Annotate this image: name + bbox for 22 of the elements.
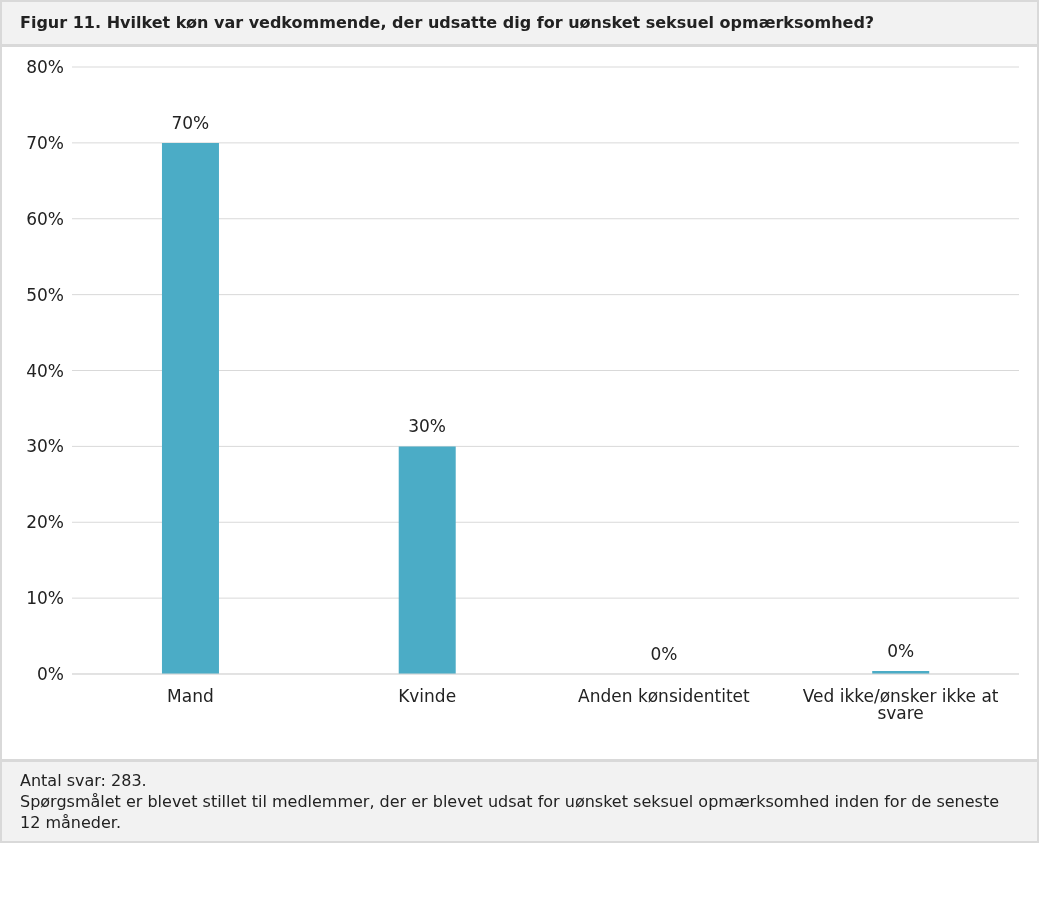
bar <box>398 446 456 674</box>
y-tick-label: 60% <box>26 208 64 229</box>
y-tick-label: 40% <box>26 360 64 381</box>
data-label: 0% <box>650 644 678 664</box>
y-tick-label: 20% <box>26 512 64 533</box>
data-label: 30% <box>408 416 447 437</box>
y-tick-label: 50% <box>26 284 64 305</box>
text: Antal svar: 283. <box>20 770 148 791</box>
y-tick-label: 30% <box>26 436 64 457</box>
bar <box>161 142 219 674</box>
y-tick-label: 70% <box>26 132 64 153</box>
text: Spørgsmålet er blevet stillet til medlemmer, der er blevet udsat for uønsket seksuel opmærksomhed inden for de seneste 12 måneder. <box>20 791 1000 833</box>
chart-title: Figur 11. Hvilket køn var vedkommende, der udsatte dig for uønsket seksuel opmærksomhed? <box>20 13 875 32</box>
data-label: 70% <box>171 112 210 133</box>
x-tick-label: Ved ikke/ønsker ikke at svare <box>802 686 999 724</box>
x-tick-label: Mand <box>167 686 214 707</box>
y-tick-label: 0% <box>37 664 64 685</box>
data-label: 0% <box>887 640 915 661</box>
x-tick-label: Kvinde <box>398 686 457 707</box>
x-tick-label: Anden kønsidentitet <box>578 686 751 707</box>
y-tick-label: 80% <box>26 57 64 78</box>
y-tick-label: 10% <box>26 588 64 609</box>
